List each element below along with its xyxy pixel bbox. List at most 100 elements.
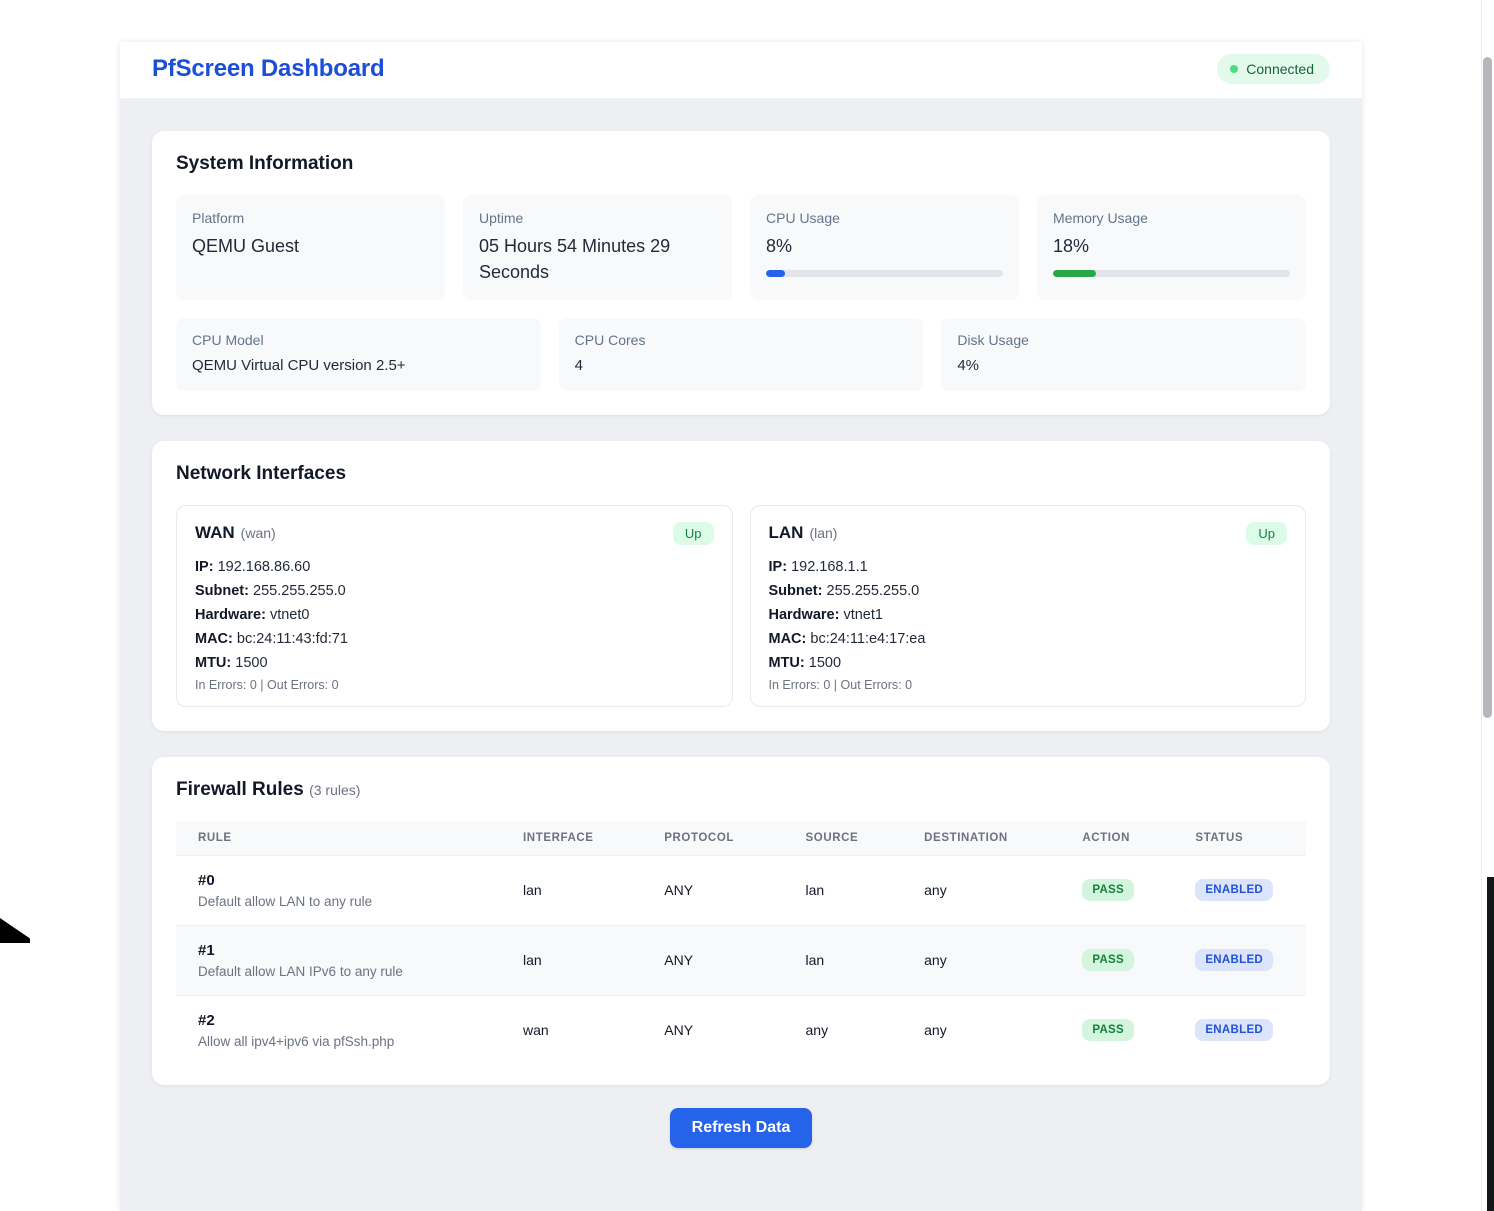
interface-errors: In Errors: 0 | Out Errors: 0	[195, 677, 339, 692]
interface-header: LAN (lan) Up	[768, 521, 1287, 545]
rule-number: #1	[198, 941, 215, 959]
rule-description: Allow all ipv4+ipv6 via pfSsh.php	[198, 1033, 395, 1049]
network-interfaces-card: Network Interfaces WAN (wan) Up IP: 192.…	[152, 440, 1330, 731]
system-information-card: System Information Platform QEMU Guest U…	[152, 131, 1330, 415]
interface-status-badge: Up	[1246, 521, 1287, 545]
table-row: #2 Allow all ipv4+ipv6 via pfSsh.php wan…	[176, 994, 1306, 1065]
rule-protocol: ANY	[656, 854, 798, 926]
stat-uptime: Uptime 05 Hours 54 Minutes 29 Seconds	[463, 195, 732, 301]
stat-label: CPU Model	[192, 332, 264, 349]
column-header-interface: INTERFACE	[515, 820, 657, 856]
status-badge: ENABLED	[1195, 879, 1274, 902]
rule-source: lan	[797, 924, 917, 996]
interface-grid: WAN (wan) Up IP: 192.168.86.60 Subnet: 2…	[176, 504, 1306, 707]
mouse-cursor	[0, 918, 30, 943]
stat-platform: Platform QEMU Guest	[176, 195, 445, 301]
stat-label: Uptime	[479, 210, 524, 226]
interface-ip: IP: 192.168.1.1	[768, 558, 868, 575]
rule-interface: lan	[515, 924, 657, 996]
page-title: PfScreen Dashboard	[152, 55, 385, 82]
stat-memory-usage: Memory Usage 18%	[1037, 195, 1306, 301]
rule-interface: wan	[515, 994, 657, 1065]
header: PfScreen Dashboard Connected	[120, 42, 1362, 98]
stat-value: 4%	[957, 357, 980, 375]
stat-label: Platform	[192, 210, 245, 226]
system-stats-row-1: Platform QEMU Guest Uptime 05 Hours 54 M…	[176, 195, 1306, 301]
action-badge: PASS	[1082, 879, 1134, 902]
column-header-destination: DESTINATION	[916, 820, 1075, 856]
interface-header: WAN (wan) Up	[195, 521, 714, 545]
interface-card-lan: LAN (lan) Up IP: 192.168.1.1 Subnet: 255…	[749, 504, 1306, 707]
stat-cpu-cores: CPU Cores 4	[558, 318, 924, 391]
firewall-rules-table: RULE INTERFACE PROTOCOL SOURCE DESTINATI…	[176, 820, 1306, 1065]
interface-card-wan: WAN (wan) Up IP: 192.168.86.60 Subnet: 2…	[176, 504, 733, 707]
rule-destination: any	[916, 924, 1075, 996]
firewall-rules-count: (3 rules)	[309, 781, 361, 798]
column-header-action: ACTION	[1074, 820, 1188, 856]
stat-label: CPU Usage	[766, 210, 840, 226]
rule-number: #2	[198, 1011, 215, 1029]
firewall-rules-title: Firewall Rules (3 rules)	[176, 778, 361, 800]
rule-description: Default allow LAN IPv6 to any rule	[198, 963, 403, 979]
system-information-title: System Information	[176, 153, 354, 174]
column-header-protocol: PROTOCOL	[656, 820, 798, 856]
connection-status-label: Connected	[1246, 61, 1314, 77]
table-row: #0 Default allow LAN to any rule lan ANY…	[176, 854, 1306, 926]
status-dot-icon	[1230, 65, 1239, 73]
column-header-status: STATUS	[1187, 820, 1306, 856]
action-badge: PASS	[1082, 949, 1134, 972]
rule-protocol: ANY	[656, 924, 798, 996]
dashboard-window: PfScreen Dashboard Connected System Info…	[120, 42, 1362, 1211]
stat-value: 05 Hours 54 Minutes 29 Seconds	[479, 236, 671, 283]
stat-value: QEMU Virtual CPU version 2.5+	[192, 357, 406, 375]
footer: Refresh Data	[152, 1107, 1330, 1178]
rule-description: Default allow LAN to any rule	[198, 893, 373, 909]
network-interfaces-title: Network Interfaces	[176, 462, 347, 484]
rule-destination: any	[916, 854, 1075, 926]
stat-label: Disk Usage	[957, 332, 1029, 349]
cpu-usage-progress-fill	[766, 270, 785, 278]
status-badge: ENABLED	[1195, 949, 1274, 972]
stat-cpu-model: CPU Model QEMU Virtual CPU version 2.5+	[176, 318, 541, 391]
rule-interface: lan	[515, 854, 657, 926]
table-row: #1 Default allow LAN IPv6 to any rule la…	[176, 924, 1306, 996]
interface-mac: MAC: bc:24:11:43:fd:71	[195, 630, 348, 647]
interface-code: (lan)	[809, 525, 838, 542]
memory-usage-progress-track	[1053, 270, 1290, 278]
interface-errors: In Errors: 0 | Out Errors: 0	[768, 677, 913, 692]
rule-protocol: ANY	[656, 994, 798, 1065]
interface-code: (wan)	[240, 525, 276, 542]
action-badge: PASS	[1082, 1019, 1134, 1042]
memory-usage-progress-fill	[1053, 270, 1096, 278]
rule-destination: any	[916, 994, 1075, 1065]
interface-subnet: Subnet: 255.255.255.0	[768, 582, 920, 599]
stat-cpu-usage: CPU Usage 8%	[750, 195, 1019, 301]
firewall-rules-card: Firewall Rules (3 rules) RULE INTERFACE …	[152, 756, 1330, 1085]
interface-mac: MAC: bc:24:11:e4:17:ea	[768, 630, 926, 647]
system-stats-row-2: CPU Model QEMU Virtual CPU version 2.5+ …	[176, 318, 1306, 391]
rule-source: lan	[797, 854, 917, 926]
status-badge: ENABLED	[1195, 1019, 1274, 1042]
stat-label: Memory Usage	[1053, 210, 1148, 226]
interface-mtu: MTU: 1500	[195, 654, 268, 671]
stat-label: CPU Cores	[574, 332, 646, 349]
column-header-rule: RULE	[176, 820, 515, 856]
scrollbar-thumb[interactable]	[1483, 57, 1492, 718]
connection-status-badge: Connected	[1217, 54, 1330, 84]
rule-number: #0	[198, 871, 215, 889]
stat-value: 18%	[1053, 236, 1090, 256]
rule-source: any	[797, 994, 917, 1065]
interface-hardware: Hardware: vtnet0	[195, 606, 310, 623]
main-content: System Information Platform QEMU Guest U…	[120, 98, 1362, 1211]
cpu-usage-progress-track	[766, 270, 1003, 278]
stat-value: QEMU Guest	[192, 236, 300, 256]
interface-mtu: MTU: 1500	[768, 654, 842, 671]
refresh-data-button[interactable]: Refresh Data	[669, 1107, 813, 1148]
column-header-source: SOURCE	[797, 820, 917, 856]
interface-name: WAN	[195, 523, 235, 543]
interface-name: LAN	[768, 523, 804, 543]
interface-hardware: Hardware: vtnet1	[768, 606, 883, 623]
interface-subnet: Subnet: 255.255.255.0	[195, 582, 346, 599]
table-header-row: RULE INTERFACE PROTOCOL SOURCE DESTINATI…	[176, 820, 1306, 856]
interface-status-badge: Up	[672, 521, 714, 545]
